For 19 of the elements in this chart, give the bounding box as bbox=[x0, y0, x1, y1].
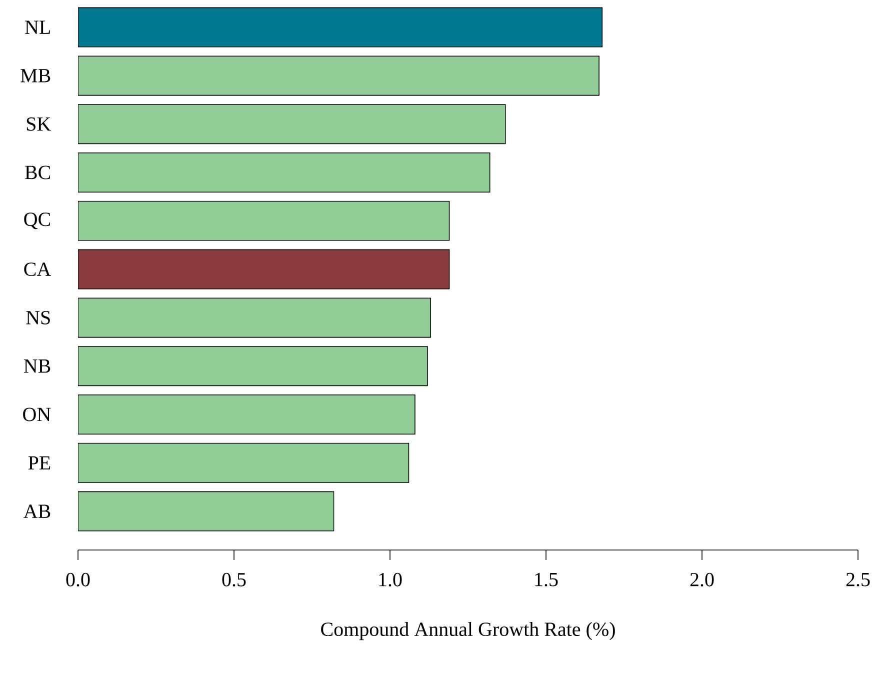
y-tick-label: NB bbox=[24, 360, 50, 373]
y-tick-label: NS bbox=[26, 310, 50, 324]
y-tick-label: NL bbox=[25, 20, 50, 34]
y-tick-label: MB bbox=[20, 69, 50, 82]
y-tick-label: CA bbox=[24, 262, 51, 276]
y-tick-label: PE bbox=[28, 456, 50, 470]
y-tick-label: ON bbox=[23, 408, 51, 422]
y-tick-label: BC bbox=[25, 166, 50, 180]
x-tick-label: 0.0 bbox=[66, 572, 90, 586]
bar bbox=[78, 394, 416, 434]
y-tick-label: AB bbox=[24, 504, 50, 518]
x-tick-label: 2.0 bbox=[690, 572, 714, 586]
x-axis-title: Compound Annual Growth Rate (%) bbox=[321, 622, 615, 640]
y-tick-label: SK bbox=[26, 117, 51, 131]
x-tick-label: 1.5 bbox=[535, 572, 558, 586]
x-tick-label: 0.5 bbox=[222, 572, 246, 586]
x-tick-label: 1.0 bbox=[379, 572, 402, 586]
x-tick-label: 2.5 bbox=[846, 572, 870, 586]
y-tick-label: QC bbox=[24, 212, 50, 230]
